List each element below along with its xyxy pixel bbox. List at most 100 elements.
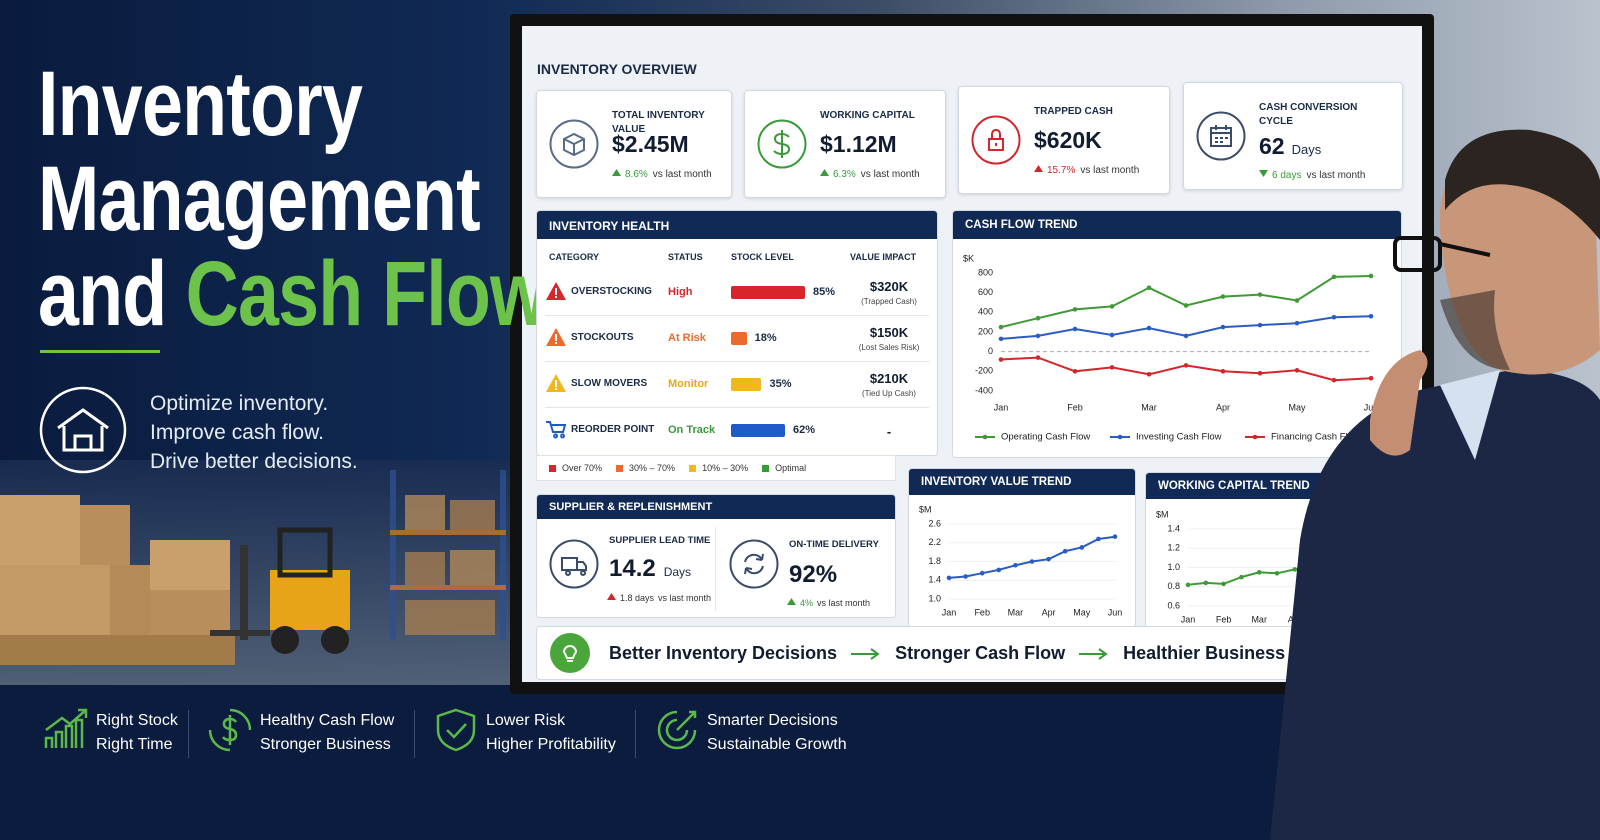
feature-divider bbox=[635, 710, 636, 758]
x-tick-label: May bbox=[1288, 402, 1306, 412]
kpi-change-value: 6.3% bbox=[833, 169, 856, 180]
point bbox=[998, 336, 1004, 342]
impact-note: (Lost Sales Risk) bbox=[858, 343, 920, 352]
x-tick-label: Mar bbox=[1141, 402, 1157, 412]
kpi-value: $2.45M bbox=[612, 131, 689, 157]
point bbox=[1331, 314, 1337, 320]
legend-label: Investing Cash Flow bbox=[1136, 432, 1222, 443]
legend-label: Operating Cash Flow bbox=[1001, 432, 1090, 443]
point bbox=[1220, 369, 1226, 374]
point bbox=[1294, 298, 1300, 303]
icon-glyph bbox=[561, 557, 587, 576]
column-header: VALUE IMPACT bbox=[850, 252, 917, 262]
row-status: At Risk bbox=[668, 332, 706, 344]
hair bbox=[1445, 129, 1600, 240]
kpi-card: TOTAL INVENTORY VALUE $2.45M 8.6% vs last m… bbox=[536, 90, 732, 198]
impact: $320K bbox=[869, 279, 909, 294]
impact-note: (Tied Up Cash) bbox=[862, 389, 916, 398]
legend-label: 30% – 70% bbox=[629, 463, 676, 473]
shirt bbox=[1440, 370, 1500, 460]
icon-glyph bbox=[1210, 125, 1232, 147]
point bbox=[1035, 315, 1041, 321]
column-header: CATEGORY bbox=[549, 252, 600, 262]
bulb-ring bbox=[550, 633, 590, 673]
row-status: Monitor bbox=[668, 378, 709, 390]
legend-dot bbox=[1252, 434, 1258, 440]
kpi-value-row: $1.12M bbox=[820, 131, 897, 158]
glasses bbox=[1393, 236, 1442, 272]
y-tick-label: 600 bbox=[978, 287, 993, 297]
point bbox=[1368, 313, 1374, 319]
feature-text: Healthy Cash Flow bbox=[260, 712, 395, 729]
person bbox=[1270, 129, 1600, 840]
legend-item: 10% – 30% bbox=[689, 463, 748, 473]
hand bbox=[1370, 350, 1428, 456]
trend-arrow bbox=[612, 169, 621, 176]
supplier-panel: SUPPLIER & REPLENISHMENT SUPPLIER LEAD TI… bbox=[536, 494, 896, 618]
health-panel: INVENTORY HEALTH CATEGORY STATUS STOCK LEVE… bbox=[536, 210, 938, 456]
arrow bbox=[851, 647, 880, 660]
kpi-value: 62 bbox=[1259, 133, 1285, 159]
point bbox=[1220, 294, 1226, 299]
glyph bbox=[563, 132, 585, 157]
feature-icon bbox=[657, 710, 697, 750]
kpi-change-value: 8.6% bbox=[625, 169, 648, 180]
kpi-change-note: vs last month bbox=[652, 169, 712, 180]
point bbox=[1035, 355, 1041, 360]
feature-text: Lower Risk bbox=[486, 712, 566, 729]
kpi-card: TRAPPED CASH $620K 15.7% vs last month bbox=[958, 86, 1170, 194]
point bbox=[1013, 562, 1018, 568]
arrow bbox=[607, 593, 616, 600]
warning-mark bbox=[555, 334, 557, 341]
kpi-icon bbox=[549, 119, 599, 169]
point bbox=[1035, 333, 1041, 339]
y-tick-label: 0 bbox=[988, 346, 993, 356]
glyph bbox=[988, 128, 1004, 151]
y-axis-unit: $M bbox=[919, 504, 932, 514]
icon-ring bbox=[729, 539, 779, 589]
banner-step: Stronger Cash Flow bbox=[895, 643, 1066, 663]
kpi-card: WORKING CAPITAL $1.12M 6.3% vs last month bbox=[744, 90, 946, 198]
hero-title-line: Management bbox=[38, 148, 481, 250]
kpi-value-row: $620K bbox=[1034, 127, 1102, 154]
x-tick-label: Mar bbox=[1008, 607, 1024, 617]
legend-dot bbox=[1117, 434, 1123, 440]
kpi-icon bbox=[971, 115, 1021, 165]
row-category: REORDER POINT bbox=[571, 424, 655, 435]
divider bbox=[40, 350, 160, 353]
y-tick-label: 1.8 bbox=[928, 556, 941, 566]
point bbox=[1096, 536, 1101, 542]
arrow bbox=[612, 169, 621, 176]
legend-label: Optimal bbox=[775, 463, 807, 473]
kpi-change-note: vs last month bbox=[1080, 165, 1140, 176]
arrow bbox=[1259, 170, 1268, 177]
kpi-change-value: 15.7% bbox=[1047, 165, 1076, 176]
chart-panel: CASH FLOW TREND $K -400 -200 0 200 400 600 800 Ja… bbox=[952, 210, 1402, 458]
panel-header: CASH FLOW TREND bbox=[953, 211, 1401, 239]
cart bbox=[546, 421, 567, 439]
bulb bbox=[562, 645, 578, 662]
x-tick-label: Jan bbox=[942, 607, 957, 617]
y-tick-label: 400 bbox=[978, 307, 993, 317]
banner-step: Better Inventory Decisions bbox=[609, 643, 838, 663]
point bbox=[1109, 365, 1115, 370]
point bbox=[1368, 273, 1374, 279]
arrow-line bbox=[851, 647, 880, 660]
arrow bbox=[787, 598, 796, 605]
forklift bbox=[210, 527, 350, 654]
row-category: OVERSTOCKING bbox=[571, 286, 652, 297]
row-icon bbox=[546, 374, 566, 392]
x-tick-label: Feb bbox=[1216, 614, 1232, 624]
point bbox=[1239, 574, 1244, 580]
panel-header: INVENTORY HEALTH bbox=[537, 211, 937, 239]
legend-swatch bbox=[616, 464, 624, 472]
x-tick-label: Jun bbox=[1364, 402, 1379, 412]
y-tick-label: 2.6 bbox=[928, 518, 941, 528]
y-tick-label: -400 bbox=[975, 385, 993, 395]
kpi-change-value: 6 days bbox=[1272, 170, 1302, 181]
supplier-unit: Days bbox=[663, 565, 692, 579]
legend-label: 10% – 30% bbox=[702, 463, 749, 473]
row-divider bbox=[545, 407, 929, 408]
kpi-label: CASH CONVERSION CYCLE bbox=[1259, 102, 1358, 127]
point bbox=[1072, 369, 1078, 374]
